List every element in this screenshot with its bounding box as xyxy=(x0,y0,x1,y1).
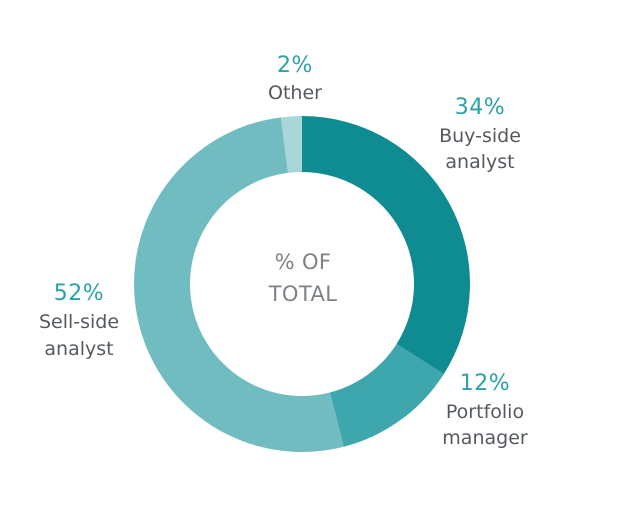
slice-value-label-other: 2% xyxy=(277,53,313,78)
slice-label-other-line-1: Other xyxy=(268,82,322,104)
slice-label-buy-side-analyst-line-2: analyst xyxy=(445,151,514,173)
donut-slice-sell-side-analyst xyxy=(134,117,344,452)
slice-value-label-portfolio-manager: 12% xyxy=(460,371,510,396)
slice-label-sell-side-analyst-line-1: Sell-side xyxy=(39,311,119,333)
center-label-line-2: TOTAL xyxy=(268,282,338,306)
slices-group xyxy=(134,115,471,452)
slice-label-sell-side-analyst-line-2: analyst xyxy=(44,338,113,360)
slice-value-label-sell-side-analyst: 52% xyxy=(54,281,104,306)
donut-slice-portfolio-manager xyxy=(329,344,444,447)
center-label-line-1: % OF xyxy=(275,250,332,274)
slice-label-buy-side-analyst-line-1: Buy-side xyxy=(439,125,521,147)
donut-slice-other xyxy=(280,115,302,173)
donut-slice-buy-side-analyst xyxy=(302,116,471,375)
slice-label-portfolio-manager-line-1: Portfolio xyxy=(446,401,524,423)
slice-label-portfolio-manager-line-2: manager xyxy=(442,427,528,449)
slice-value-label-buy-side-analyst: 34% xyxy=(455,95,505,120)
